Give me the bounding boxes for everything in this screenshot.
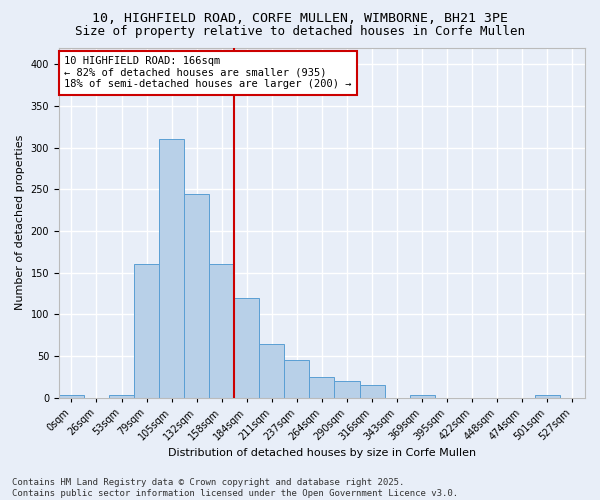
Bar — [234, 298, 259, 398]
Y-axis label: Number of detached properties: Number of detached properties — [15, 135, 25, 310]
Bar — [535, 396, 560, 398]
Bar — [59, 396, 84, 398]
Text: Contains HM Land Registry data © Crown copyright and database right 2025.
Contai: Contains HM Land Registry data © Crown c… — [12, 478, 458, 498]
Bar — [134, 264, 159, 398]
Bar — [334, 381, 359, 398]
Bar — [410, 396, 434, 398]
Bar — [359, 386, 385, 398]
Text: 10, HIGHFIELD ROAD, CORFE MULLEN, WIMBORNE, BH21 3PE: 10, HIGHFIELD ROAD, CORFE MULLEN, WIMBOR… — [92, 12, 508, 24]
Text: 10 HIGHFIELD ROAD: 166sqm
← 82% of detached houses are smaller (935)
18% of semi: 10 HIGHFIELD ROAD: 166sqm ← 82% of detac… — [64, 56, 352, 90]
Bar — [310, 377, 334, 398]
Bar — [284, 360, 310, 398]
Bar — [109, 396, 134, 398]
Bar — [159, 140, 184, 398]
X-axis label: Distribution of detached houses by size in Corfe Mullen: Distribution of detached houses by size … — [168, 448, 476, 458]
Bar — [184, 194, 209, 398]
Text: Size of property relative to detached houses in Corfe Mullen: Size of property relative to detached ho… — [75, 25, 525, 38]
Bar — [209, 264, 234, 398]
Bar — [259, 344, 284, 398]
